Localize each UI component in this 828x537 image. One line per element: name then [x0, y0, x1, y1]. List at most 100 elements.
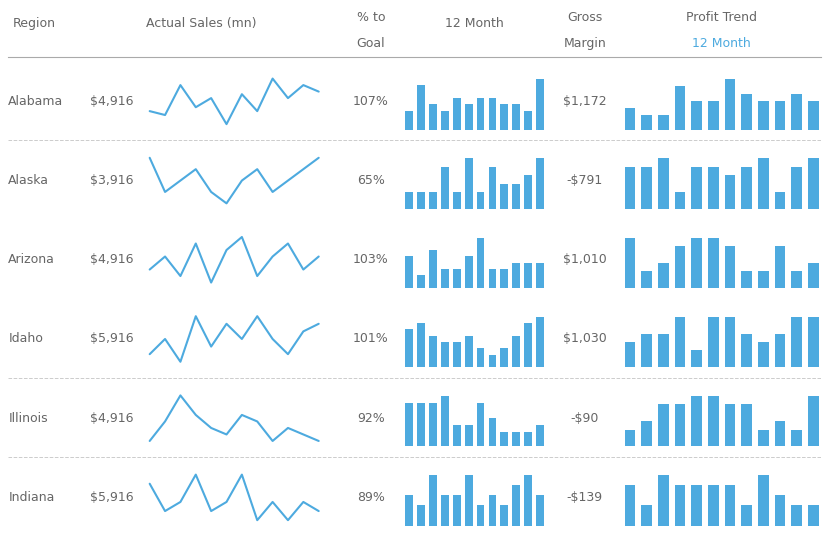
Bar — [416, 505, 425, 526]
Bar — [440, 269, 448, 288]
Bar — [641, 421, 652, 446]
Bar — [512, 485, 519, 526]
Text: Region: Region — [12, 17, 55, 30]
Bar — [465, 336, 472, 367]
Bar — [523, 475, 532, 526]
Bar — [500, 104, 508, 129]
Bar — [523, 432, 532, 446]
Bar — [488, 269, 496, 288]
Bar — [724, 175, 734, 209]
Bar — [452, 342, 460, 367]
Bar — [476, 505, 484, 526]
Bar — [740, 167, 751, 209]
Bar — [536, 425, 543, 446]
Bar — [405, 257, 412, 288]
Text: 12 Month: 12 Month — [445, 17, 503, 30]
Bar — [465, 104, 472, 129]
Bar — [806, 396, 817, 446]
Bar — [724, 246, 734, 288]
Text: $1,172: $1,172 — [562, 95, 606, 108]
Bar — [624, 430, 635, 446]
Bar — [773, 192, 784, 209]
Text: Idaho: Idaho — [8, 332, 43, 345]
Text: Alaska: Alaska — [8, 174, 49, 187]
Bar — [740, 271, 751, 288]
Text: Illinois: Illinois — [8, 412, 48, 425]
Bar — [429, 475, 436, 526]
Bar — [757, 101, 768, 129]
Bar — [657, 404, 668, 446]
Bar — [429, 192, 436, 209]
Bar — [740, 505, 751, 526]
Bar — [657, 115, 668, 129]
Text: % to: % to — [356, 11, 385, 24]
Bar — [790, 505, 801, 526]
Bar — [429, 403, 436, 446]
Bar — [790, 167, 801, 209]
Bar — [536, 79, 543, 129]
Text: $1,010: $1,010 — [562, 253, 606, 266]
Bar — [536, 263, 543, 288]
Text: -$139: -$139 — [566, 491, 602, 504]
Bar — [674, 246, 685, 288]
Bar — [641, 167, 652, 209]
Bar — [773, 101, 784, 129]
Bar — [707, 396, 718, 446]
Bar — [790, 430, 801, 446]
Bar — [740, 404, 751, 446]
Bar — [405, 495, 412, 526]
Bar — [757, 342, 768, 367]
Bar — [416, 275, 425, 288]
Bar — [440, 396, 448, 446]
Text: Profit Trend: Profit Trend — [686, 11, 756, 24]
Bar — [416, 85, 425, 129]
Bar — [536, 495, 543, 526]
Bar — [707, 101, 718, 129]
Bar — [624, 167, 635, 209]
Bar — [724, 404, 734, 446]
Bar — [657, 333, 668, 367]
Bar — [488, 418, 496, 446]
Bar — [806, 158, 817, 209]
Text: -$90: -$90 — [570, 412, 599, 425]
Bar — [641, 505, 652, 526]
Bar — [465, 158, 472, 209]
Bar — [641, 271, 652, 288]
Bar — [773, 246, 784, 288]
Bar — [657, 475, 668, 526]
Bar — [429, 336, 436, 367]
Bar — [405, 111, 412, 129]
Bar — [773, 421, 784, 446]
Bar — [674, 192, 685, 209]
Bar — [757, 430, 768, 446]
Bar — [740, 93, 751, 129]
Bar — [452, 269, 460, 288]
Bar — [773, 495, 784, 526]
Text: Margin: Margin — [563, 37, 605, 50]
Text: 12 Month: 12 Month — [691, 37, 750, 50]
Bar — [740, 333, 751, 367]
Bar — [512, 336, 519, 367]
Text: $4,916: $4,916 — [90, 412, 133, 425]
Text: $5,916: $5,916 — [90, 491, 133, 504]
Bar — [465, 425, 472, 446]
Bar — [500, 432, 508, 446]
Bar — [641, 333, 652, 367]
Bar — [806, 505, 817, 526]
Bar — [757, 271, 768, 288]
Text: Alabama: Alabama — [8, 95, 64, 108]
Bar — [488, 98, 496, 129]
Bar — [452, 192, 460, 209]
Bar — [724, 485, 734, 526]
Bar — [536, 317, 543, 367]
Text: 103%: 103% — [353, 253, 388, 266]
Bar — [624, 342, 635, 367]
Bar — [500, 349, 508, 367]
Bar — [674, 86, 685, 129]
Bar — [512, 104, 519, 129]
Bar — [488, 495, 496, 526]
Bar — [416, 323, 425, 367]
Text: Goal: Goal — [356, 37, 385, 50]
Bar — [512, 432, 519, 446]
Bar — [465, 475, 472, 526]
